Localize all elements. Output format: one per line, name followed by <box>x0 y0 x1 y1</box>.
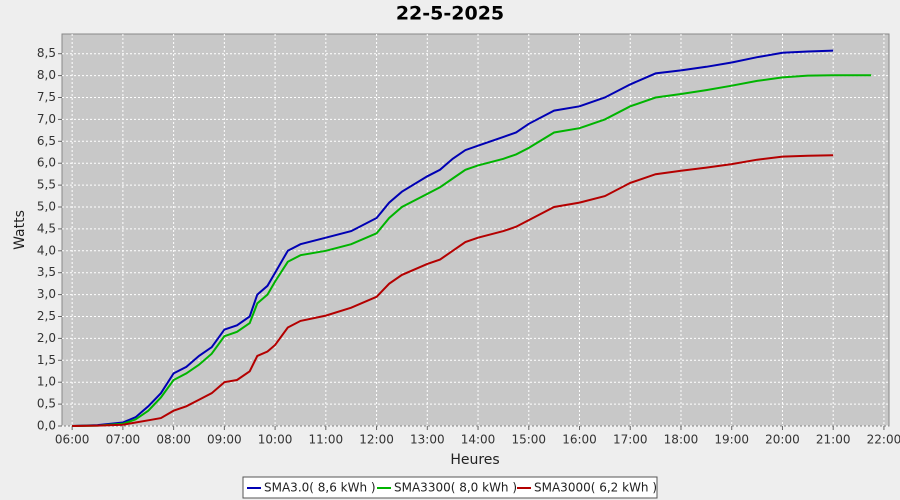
y-tick-label: 7,5 <box>37 90 56 104</box>
x-tick-label: 21:00 <box>816 433 851 447</box>
series-line <box>72 74 872 427</box>
chart-title: 22-5-2025 <box>396 3 504 25</box>
y-tick-label: 4,5 <box>37 221 56 235</box>
y-tick-label: 5,5 <box>37 178 56 192</box>
series-line <box>72 154 834 427</box>
x-tick-label: 09:00 <box>207 433 242 447</box>
x-axis-label: Heures <box>450 452 499 468</box>
x-tick-label: 08:00 <box>156 433 191 447</box>
y-tick-label: 2,0 <box>37 331 56 345</box>
x-tick-label: 14:00 <box>461 433 496 447</box>
x-tick-label: 19:00 <box>714 433 749 447</box>
y-tick-label: 1,5 <box>37 353 56 367</box>
x-tick-label: 11:00 <box>309 433 344 447</box>
y-tick-label: 2,5 <box>37 309 56 323</box>
legend-text: SMA3000( 6,2 kWh ) <box>534 481 657 495</box>
legend <box>242 476 658 499</box>
y-tick-label: 4,0 <box>37 243 56 257</box>
y-tick-label: 8,5 <box>37 46 56 60</box>
y-tick-label: 0,5 <box>37 397 56 411</box>
y-tick-label: 6,5 <box>37 134 56 148</box>
y-tick-label: 7,0 <box>37 112 56 126</box>
y-tick-label: 1,0 <box>37 375 56 389</box>
y-tick-label: 0,0 <box>37 419 56 433</box>
y-axis-label: Watts <box>12 210 28 250</box>
x-tick-label: 07:00 <box>106 433 141 447</box>
y-tick-label: 8,0 <box>37 68 56 82</box>
x-tick-label: 12:00 <box>359 433 394 447</box>
x-tick-label: 22:00 <box>867 433 900 447</box>
x-tick-label: 17:00 <box>613 433 648 447</box>
x-tick-label: 18:00 <box>664 433 699 447</box>
y-tick-label: 3,0 <box>37 287 56 301</box>
x-tick-label: 13:00 <box>410 433 445 447</box>
legend-text: SMA3300( 8,0 kWh ) <box>394 481 517 495</box>
legend-text: SMA3.0( 8,6 kWh ) <box>264 481 376 495</box>
x-tick-label: 20:00 <box>765 433 800 447</box>
y-tick-label: 6,0 <box>37 156 56 170</box>
y-tick-label: 5,0 <box>37 200 56 214</box>
y-tick-label: 3,5 <box>37 265 56 279</box>
x-tick-label: 10:00 <box>258 433 293 447</box>
x-tick-label: 15:00 <box>511 433 546 447</box>
x-tick-label: 06:00 <box>55 433 90 447</box>
x-tick-label: 16:00 <box>562 433 597 447</box>
series-line <box>72 49 834 427</box>
